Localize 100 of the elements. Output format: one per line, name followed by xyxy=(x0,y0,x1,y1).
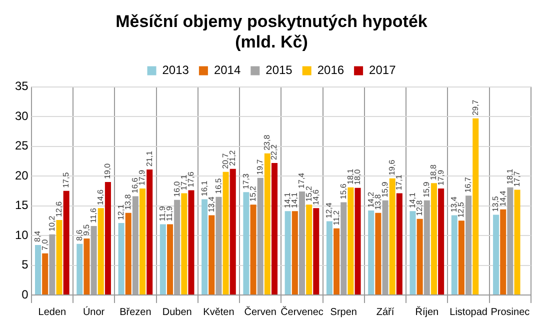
bar xyxy=(410,211,416,294)
bar xyxy=(472,118,479,294)
data-label: 17,9 xyxy=(138,169,147,186)
bar xyxy=(493,214,500,294)
bar xyxy=(76,244,83,294)
data-label: 11,9 xyxy=(165,206,174,222)
y-tick-label: 5 xyxy=(22,258,29,272)
bar xyxy=(354,188,361,294)
y-tick-label: 30 xyxy=(14,108,29,123)
data-label: 21,1 xyxy=(144,150,154,166)
y-tick-label: 20 xyxy=(14,168,29,182)
bar xyxy=(140,188,146,294)
data-label: 18,8 xyxy=(429,164,438,180)
data-label: 14,4 xyxy=(498,190,508,206)
data-label: 19,7 xyxy=(256,158,265,175)
data-label: 12,5 xyxy=(456,202,466,218)
bar xyxy=(430,183,437,294)
x-tick-label: Květen xyxy=(203,306,234,318)
data-label: 12,8 xyxy=(415,200,424,216)
chart-title: Měsíční objemy poskytnutých hypoték xyxy=(116,12,428,31)
bar xyxy=(250,204,256,294)
x-tick-label: Prosinec xyxy=(490,306,530,318)
data-label: 16,1 xyxy=(200,180,209,196)
bar xyxy=(396,193,402,294)
bar xyxy=(222,172,229,294)
y-tick-label: 0 xyxy=(22,287,29,302)
x-tick-label: Červenec xyxy=(280,306,324,318)
data-label: 12,6 xyxy=(54,200,64,218)
y-tick-label: 35 xyxy=(14,79,29,94)
data-label: 13,8 xyxy=(373,194,382,210)
x-tick-label: Září xyxy=(376,306,394,318)
y-tick-label: 25 xyxy=(14,138,29,153)
data-label: 14,1 xyxy=(283,192,292,208)
data-label: 17,1 xyxy=(394,174,404,190)
data-label: 11,6 xyxy=(89,207,98,223)
data-label: 13,4 xyxy=(206,196,216,212)
data-label: 13,5 xyxy=(491,196,500,212)
data-label: 10,2 xyxy=(47,215,56,232)
bar xyxy=(416,218,423,294)
bar xyxy=(334,228,340,294)
bar xyxy=(284,211,291,294)
data-label: 13,8 xyxy=(124,194,133,210)
data-label: 21,2 xyxy=(228,150,238,166)
bar xyxy=(326,221,332,294)
bar xyxy=(56,220,62,294)
data-label: 14,2 xyxy=(366,191,376,208)
data-label: 15,2 xyxy=(304,185,314,202)
data-label: 7,0 xyxy=(40,238,50,250)
legend-label: 2017 xyxy=(369,63,396,78)
data-label: 29,7 xyxy=(470,99,480,116)
data-label: 17,1 xyxy=(179,174,188,190)
bar xyxy=(438,188,444,294)
bar xyxy=(272,162,278,294)
x-tick-label: Červen xyxy=(244,306,276,318)
data-label: 17,5 xyxy=(62,172,71,188)
bar xyxy=(348,187,354,294)
x-tick-label: Březen xyxy=(120,306,152,318)
x-tick-label: Srpen xyxy=(330,306,357,318)
data-label: 17,9 xyxy=(436,169,446,186)
legend-label: 2016 xyxy=(317,63,344,78)
bar xyxy=(368,210,374,294)
legend-label: 2014 xyxy=(214,63,241,78)
bar xyxy=(243,192,250,294)
data-label: 15,2 xyxy=(248,185,258,202)
data-label: 16,7 xyxy=(464,176,473,193)
data-label: 13,4 xyxy=(450,196,459,212)
data-label: 14,1 xyxy=(290,192,300,208)
data-label: 14,6 xyxy=(311,189,320,206)
x-tick-label: Duben xyxy=(162,306,192,318)
bar xyxy=(181,193,188,294)
legend-label: 2015 xyxy=(266,63,293,78)
data-label: 16,6 xyxy=(130,177,140,194)
data-label: 17,6 xyxy=(186,171,196,188)
data-label: 15,6 xyxy=(338,183,348,200)
bar xyxy=(63,190,70,294)
bar xyxy=(42,253,48,294)
data-label: 23,8 xyxy=(262,134,272,150)
bar xyxy=(208,215,215,294)
bar xyxy=(292,211,298,294)
bar xyxy=(188,190,194,294)
data-label: 17,3 xyxy=(241,172,250,190)
bar xyxy=(451,215,458,294)
bar xyxy=(104,182,111,294)
data-label: 22,2 xyxy=(270,144,279,160)
x-tick-label: Leden xyxy=(38,306,66,318)
bar xyxy=(35,245,42,294)
legend-label: 2013 xyxy=(162,63,190,78)
chart-subtitle: (mld. Kč) xyxy=(235,32,308,52)
data-label: 18,1 xyxy=(346,168,355,184)
data-label: 9,5 xyxy=(82,224,91,236)
bar xyxy=(146,169,153,294)
data-label: 17,7 xyxy=(512,170,522,187)
data-label: 12,1 xyxy=(116,204,126,220)
bar xyxy=(306,204,312,294)
data-label: 14,6 xyxy=(96,189,106,206)
y-tick-label: 10 xyxy=(14,228,29,242)
x-tick-label: Listopad xyxy=(450,306,488,318)
data-label: 12,4 xyxy=(324,202,334,218)
data-label: 11,9 xyxy=(158,206,168,222)
data-label: 8,6 xyxy=(74,229,84,241)
